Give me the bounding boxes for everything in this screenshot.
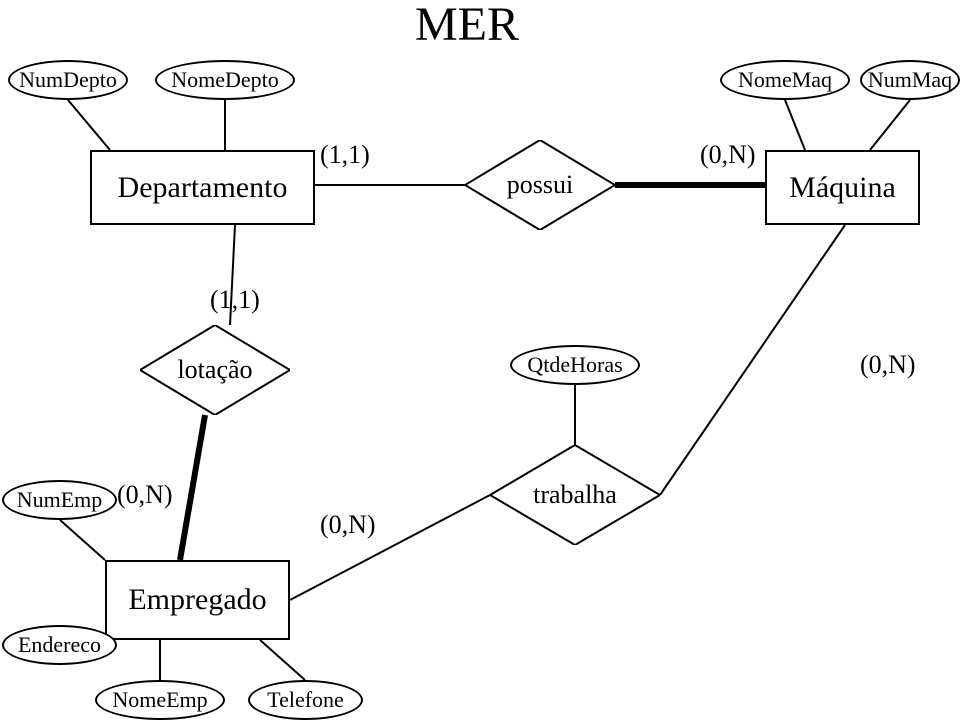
attr-label: NomeEmp — [112, 687, 207, 713]
cardinality-c1: (1,1) — [320, 140, 370, 170]
attr-nomedepto: NomeDepto — [155, 60, 295, 100]
entity-label: Departamento — [118, 171, 288, 205]
attr-qtdehoras: QtdeHoras — [510, 345, 640, 385]
attr-numemp: NumEmp — [2, 480, 117, 520]
cardinality-c3: (1,1) — [210, 285, 260, 315]
attr-label: NomeMaq — [738, 67, 832, 93]
attr-label: Endereco — [18, 632, 101, 658]
attr-label: NumEmp — [17, 487, 103, 513]
relationship-label: possui — [507, 170, 573, 200]
relationship-label: lotação — [177, 355, 252, 385]
entity-departamento: Departamento — [90, 150, 315, 225]
attr-numdepto: NumDepto — [8, 60, 128, 100]
attr-nummaq: NumMaq — [860, 60, 960, 100]
attr-telefone: Telefone — [248, 680, 363, 720]
diagram-title: MER — [415, 0, 519, 52]
attr-nomeemp: NomeEmp — [95, 680, 225, 720]
entity-label: Máquina — [789, 171, 896, 205]
relationship-possui: possui — [465, 140, 615, 230]
attr-nomemaq: NomeMaq — [720, 60, 850, 100]
attr-label: Telefone — [267, 687, 344, 713]
relationship-label: trabalha — [533, 480, 617, 510]
cardinality-c4: (0,N) — [117, 480, 173, 510]
entity-empregado: Empregado — [105, 560, 290, 640]
attr-label: NumDepto — [19, 67, 117, 93]
attr-label: NomeDepto — [171, 67, 279, 93]
attr-label: QtdeHoras — [527, 352, 622, 378]
relationship-trabalha: trabalha — [490, 445, 660, 545]
entity-label: Empregado — [128, 583, 266, 617]
cardinality-c5: (0,N) — [320, 510, 376, 540]
attr-endereco: Endereco — [2, 625, 117, 665]
relationship-lotacao: lotação — [140, 325, 290, 415]
cardinality-c6: (0,N) — [860, 350, 916, 380]
attr-label: NumMaq — [868, 67, 952, 93]
entity-maquina: Máquina — [765, 150, 920, 225]
cardinality-c2: (0,N) — [700, 140, 756, 170]
